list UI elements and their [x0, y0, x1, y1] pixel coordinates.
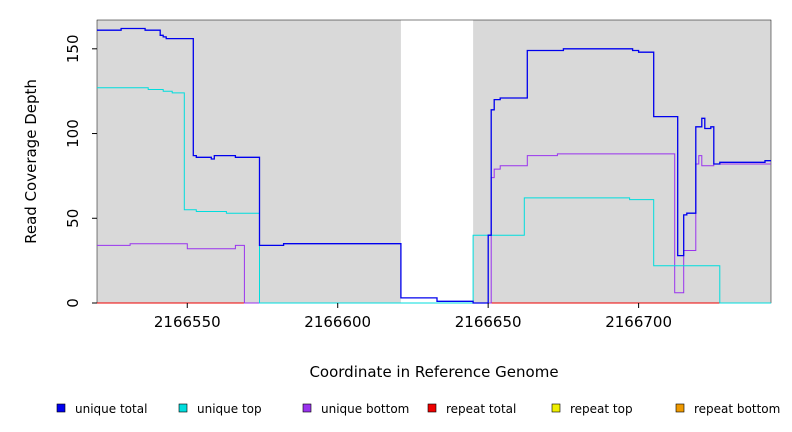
series-line-unique-bottom [97, 153, 771, 304]
x-axis-title: Coordinate in Reference Genome [309, 363, 558, 381]
legend-label: unique top [197, 402, 262, 416]
series-line-unique-total [97, 27, 771, 304]
shaded-region [473, 20, 771, 303]
legend: unique total unique top unique bottom repea… [56, 402, 780, 416]
legend-label: repeat top [570, 402, 633, 416]
legend-swatch [427, 403, 437, 413]
legend-item-repeat-bottom: repeat bottom [675, 402, 780, 416]
x-tick-label: 2166600 [304, 313, 371, 331]
series-line-unique-top [97, 87, 771, 304]
series-lines [97, 27, 771, 304]
legend-item-unique-total: unique total [56, 402, 147, 416]
legend-label: unique total [75, 402, 147, 416]
shaded-region [97, 20, 401, 303]
y-tick-label: 0 [64, 298, 82, 308]
x-tick-label: 2166650 [455, 313, 522, 331]
legend-label: repeat total [446, 402, 516, 416]
legend-label: repeat bottom [694, 402, 780, 416]
legend-swatch [56, 403, 66, 413]
legend-swatch [675, 403, 685, 413]
shaded-regions [97, 20, 771, 303]
legend-swatch [302, 403, 312, 413]
y-tick-label: 100 [64, 119, 82, 148]
x-tick-label: 2166550 [154, 313, 221, 331]
legend-swatch [178, 403, 188, 413]
axes: 2166550 2166600 2166650 2166700 0 50 100 150 [64, 34, 672, 331]
y-axis-title: Read Coverage Depth [22, 79, 40, 244]
y-tick-label: 150 [64, 34, 82, 63]
legend-item-unique-top: unique top [178, 402, 262, 416]
legend-swatch [551, 403, 561, 413]
legend-item-unique-bottom: unique bottom [302, 402, 409, 416]
legend-item-repeat-top: repeat top [551, 402, 633, 416]
legend-item-repeat-total: repeat total [427, 402, 516, 416]
y-tick-label: 50 [64, 209, 82, 228]
x-tick-label: 2166700 [605, 313, 672, 331]
legend-label: unique bottom [321, 402, 409, 416]
